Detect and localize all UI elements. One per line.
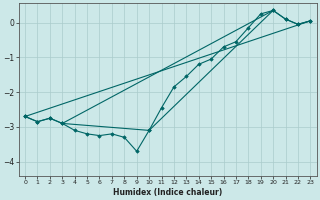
X-axis label: Humidex (Indice chaleur): Humidex (Indice chaleur)	[113, 188, 222, 197]
